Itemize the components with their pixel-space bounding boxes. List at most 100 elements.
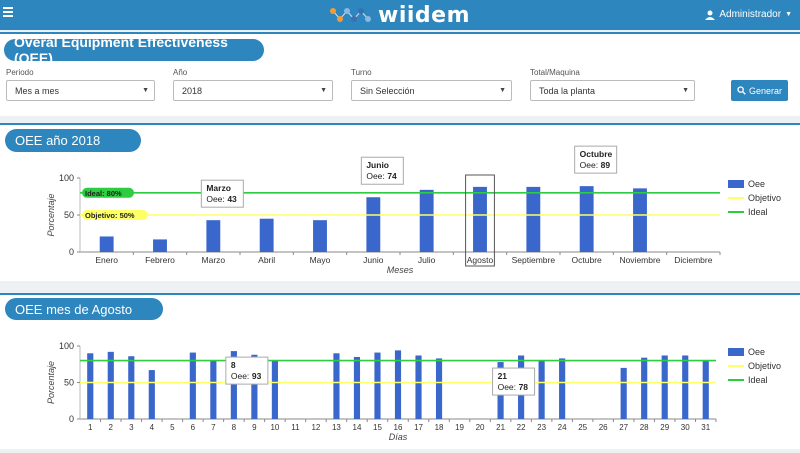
filter-label-turno: Turno bbox=[351, 68, 372, 77]
anio-select[interactable]: 2018 ▼ bbox=[173, 80, 333, 101]
ideal-label-bg bbox=[82, 187, 134, 198]
x-tick-label: 28 bbox=[640, 423, 649, 432]
bar bbox=[702, 360, 709, 419]
x-tick-label: 17 bbox=[414, 423, 423, 432]
tooltip-title: Junio bbox=[366, 160, 389, 170]
periodo-select[interactable]: Mes a mes ▼ bbox=[6, 80, 155, 101]
x-tick-label: Abril bbox=[258, 255, 275, 265]
x-tick-label: 4 bbox=[150, 423, 155, 432]
tooltip-box bbox=[492, 367, 536, 396]
tooltip-value: 78 bbox=[519, 382, 529, 392]
x-tick-label: 18 bbox=[435, 423, 444, 432]
x-tick-label: 26 bbox=[599, 423, 608, 432]
tooltip-value: 74 bbox=[387, 171, 397, 181]
tooltip-box bbox=[200, 179, 244, 208]
y-axis-label: Porcentaje bbox=[46, 361, 56, 404]
generate-label: Generar bbox=[748, 85, 783, 96]
chevron-down-icon: ▼ bbox=[320, 87, 327, 94]
y-tick-label: 50 bbox=[64, 378, 74, 388]
legend-label: Oee bbox=[748, 347, 765, 357]
x-tick-label: 2 bbox=[109, 423, 114, 432]
x-tick-label: 13 bbox=[332, 423, 341, 432]
bar bbox=[394, 350, 402, 419]
y-tick-label: 100 bbox=[59, 341, 74, 351]
x-tick-label: 20 bbox=[476, 423, 485, 432]
bar bbox=[633, 188, 647, 252]
chart-title-month: OEE mes de Agosto bbox=[5, 298, 163, 320]
tooltip-title: Octubre bbox=[580, 149, 613, 159]
x-tick-label: Noviembre bbox=[619, 255, 660, 265]
x-tick-label: 25 bbox=[578, 423, 587, 432]
x-tick-label: Septiembre bbox=[512, 255, 556, 265]
filter-label-total-maquina: Total/Maquina bbox=[530, 68, 580, 77]
user-menu[interactable]: Administrador ▼ bbox=[705, 9, 792, 20]
x-tick-label: 22 bbox=[517, 423, 526, 432]
tooltip-label: Oee: bbox=[580, 160, 598, 170]
legend-swatch bbox=[728, 348, 744, 356]
page-title: Overal Equipment Effectiveness (OEE) bbox=[4, 34, 264, 66]
tooltip-title: 21 bbox=[498, 371, 508, 381]
x-tick-label: 21 bbox=[496, 423, 505, 432]
tooltip-value: 43 bbox=[227, 194, 237, 204]
x-tick-label: 30 bbox=[681, 423, 690, 432]
bar bbox=[206, 220, 221, 252]
turno-select[interactable]: Sin Selección ▼ bbox=[351, 80, 512, 101]
x-tick-label: 12 bbox=[311, 423, 320, 432]
bar bbox=[641, 357, 648, 419]
bar bbox=[210, 360, 217, 419]
bar bbox=[415, 355, 422, 419]
x-tick-label: 3 bbox=[129, 423, 134, 432]
logo-text: wiidem bbox=[378, 2, 470, 28]
tooltip-value: 93 bbox=[252, 371, 262, 381]
legend-label: Ideal bbox=[748, 375, 768, 385]
x-tick-label: 9 bbox=[252, 423, 257, 432]
bar bbox=[99, 236, 114, 252]
x-tick-label: Diciembre bbox=[674, 255, 713, 265]
bar bbox=[579, 186, 594, 252]
chart-panel-month: OEE mes de Agosto 0 50 100 Porcentaje Días 1 2… bbox=[0, 293, 800, 449]
x-tick-label: 6 bbox=[191, 423, 196, 432]
bar bbox=[419, 189, 434, 252]
legend-label: Ideal bbox=[748, 207, 768, 217]
x-tick-label: 10 bbox=[270, 423, 279, 432]
bar bbox=[435, 358, 443, 419]
ideal-line-label: Ideal: 80% bbox=[85, 189, 122, 198]
bar bbox=[128, 356, 135, 419]
x-tick-label: 16 bbox=[394, 423, 403, 432]
x-tick-label: 24 bbox=[558, 423, 567, 432]
bar bbox=[353, 356, 361, 419]
chart-panel-year: OEE año 2018 0 50 100 Porcentaje Meses Enero F… bbox=[0, 123, 800, 281]
top-bar: wiidem Administrador ▼ bbox=[0, 0, 800, 30]
total-maquina-select[interactable]: Toda la planta ▼ bbox=[530, 80, 695, 101]
bar bbox=[366, 197, 381, 252]
legend-label: Objetivo bbox=[748, 361, 781, 371]
chevron-down-icon: ▼ bbox=[142, 87, 149, 94]
bar bbox=[107, 351, 114, 419]
anio-value: 2018 bbox=[182, 86, 203, 96]
tooltip-value: 89 bbox=[601, 160, 611, 170]
x-tick-label: Marzo bbox=[202, 255, 226, 265]
y-tick-label: 50 bbox=[64, 210, 74, 220]
y-tick-label: 0 bbox=[69, 414, 74, 424]
tooltip-label: Oee: bbox=[366, 171, 384, 181]
x-tick-label: 1 bbox=[88, 423, 93, 432]
bar bbox=[333, 353, 340, 419]
total-maquina-value: Toda la planta bbox=[539, 86, 596, 96]
x-axis-label: Días bbox=[389, 432, 408, 442]
legend-swatch bbox=[728, 180, 744, 188]
x-tick-label: 5 bbox=[170, 423, 175, 432]
tooltip-title: 8 bbox=[231, 360, 236, 370]
hamburger-menu-icon[interactable] bbox=[3, 7, 13, 21]
tooltip-label: Oee: bbox=[231, 371, 249, 381]
tooltip-box bbox=[574, 145, 618, 174]
x-tick-label: 23 bbox=[537, 423, 546, 432]
x-tick-label: 7 bbox=[211, 423, 216, 432]
tooltip-label: Oee: bbox=[498, 382, 516, 392]
generate-button[interactable]: Generar bbox=[731, 80, 788, 101]
objetivo-label-bg bbox=[82, 210, 148, 220]
search-icon bbox=[737, 86, 746, 95]
bar bbox=[153, 239, 167, 252]
y-axis-label: Porcentaje bbox=[46, 193, 56, 236]
legend-label: Oee bbox=[748, 179, 765, 189]
